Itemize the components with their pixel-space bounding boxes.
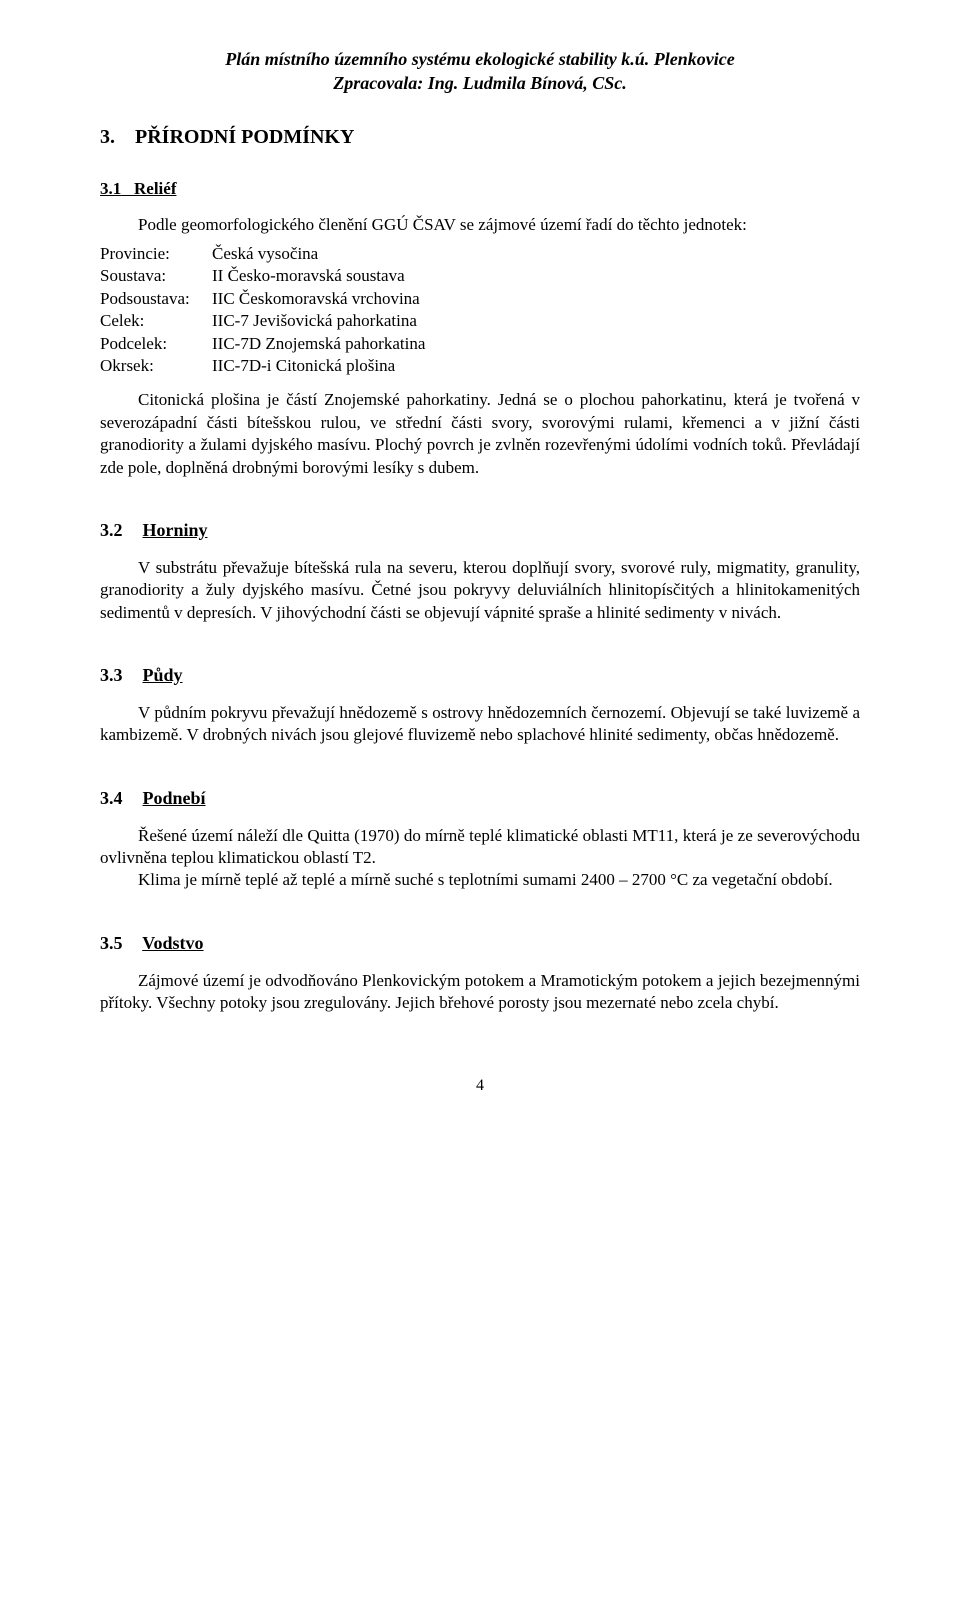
subsection-title: Reliéf bbox=[134, 179, 176, 198]
doc-header-title: Plán místního územního systému ekologick… bbox=[100, 48, 860, 72]
subsection-3-1-heading-row: 3.1 Reliéf bbox=[100, 178, 860, 200]
subsection-3-2-body: V substrátu převažuje bítešská rula na s… bbox=[100, 557, 860, 624]
subsection-3-5-body: Zájmové území je odvodňováno Plenkovický… bbox=[100, 970, 860, 1015]
table-row: Soustava: II Česko-moravská soustava bbox=[100, 265, 860, 287]
subsection-title: Podnebí bbox=[143, 788, 206, 808]
table-row: Podcelek: IIC-7D Znojemská pahorkatina bbox=[100, 333, 860, 355]
body-paragraph: V substrátu převažuje bítešská rula na s… bbox=[100, 557, 860, 624]
doc-header-author: Zpracovala: Ing. Ludmila Bínová, CSc. bbox=[100, 72, 860, 96]
field-value: II Česko-moravská soustava bbox=[212, 265, 860, 287]
subsection-number: 3.4 bbox=[100, 787, 138, 811]
subsection-3-5-heading: 3.5 Vodstvo bbox=[100, 932, 860, 956]
body-paragraph: Řešené území náleží dle Quitta (1970) do… bbox=[100, 825, 860, 870]
field-label: Provincie: bbox=[100, 243, 212, 265]
section-number: 3. bbox=[100, 126, 115, 148]
subsection-title: Půdy bbox=[143, 665, 183, 685]
field-value: IIC-7D-i Citonická plošina bbox=[212, 355, 860, 377]
subsection-number: 3.1 bbox=[100, 179, 121, 198]
geomorph-table: Provincie: Česká vysočina Soustava: II Č… bbox=[100, 243, 860, 378]
section-title: PŘÍRODNÍ PODMÍNKY bbox=[135, 126, 354, 148]
body-paragraph: Klima je mírně teplé až teplé a mírně su… bbox=[100, 869, 860, 891]
field-label: Soustava: bbox=[100, 265, 212, 287]
subsection-title: Horniny bbox=[143, 520, 208, 540]
field-label: Podcelek: bbox=[100, 333, 212, 355]
field-label: Okrsek: bbox=[100, 355, 212, 377]
table-row: Provincie: Česká vysočina bbox=[100, 243, 860, 265]
field-value: IIC Českomoravská vrchovina bbox=[212, 288, 860, 310]
table-row: Podsoustava: IIC Českomoravská vrchovina bbox=[100, 288, 860, 310]
subsection-3-3-body: V půdním pokryvu převažují hnědozemě s o… bbox=[100, 702, 860, 747]
field-label: Celek: bbox=[100, 310, 212, 332]
subsection-3-2-heading: 3.2 Horniny bbox=[100, 519, 860, 543]
field-value: IIC-7 Jevišovická pahorkatina bbox=[212, 310, 860, 332]
page-number: 4 bbox=[100, 1075, 860, 1096]
subsection-number: 3.2 bbox=[100, 519, 138, 543]
table-row: Okrsek: IIC-7D-i Citonická plošina bbox=[100, 355, 860, 377]
body-paragraph: Zájmové území je odvodňováno Plenkovický… bbox=[100, 970, 860, 1015]
subsection-3-4-heading: 3.4 Podnebí bbox=[100, 787, 860, 811]
table-row: Celek: IIC-7 Jevišovická pahorkatina bbox=[100, 310, 860, 332]
field-value: IIC-7D Znojemská pahorkatina bbox=[212, 333, 860, 355]
body-paragraph: Citonická plošina je částí Znojemské pah… bbox=[100, 389, 860, 479]
intro-paragraph: Podle geomorfologického členění GGÚ ČSAV… bbox=[100, 214, 860, 236]
subsection-3-4-body: Řešené území náleží dle Quitta (1970) do… bbox=[100, 825, 860, 892]
subsection-number: 3.3 bbox=[100, 664, 138, 688]
subsection-title: Vodstvo bbox=[142, 933, 203, 953]
section-heading-3: 3. PŘÍRODNÍ PODMÍNKY bbox=[100, 124, 860, 150]
subsection-3-1-body: Podle geomorfologického členění GGÚ ČSAV… bbox=[100, 214, 860, 479]
subsection-3-3-heading: 3.3 Půdy bbox=[100, 664, 860, 688]
subsection-number: 3.5 bbox=[100, 932, 138, 956]
document-header: Plán místního územního systému ekologick… bbox=[100, 48, 860, 96]
field-label: Podsoustava: bbox=[100, 288, 212, 310]
body-paragraph: V půdním pokryvu převažují hnědozemě s o… bbox=[100, 702, 860, 747]
field-value: Česká vysočina bbox=[212, 243, 860, 265]
